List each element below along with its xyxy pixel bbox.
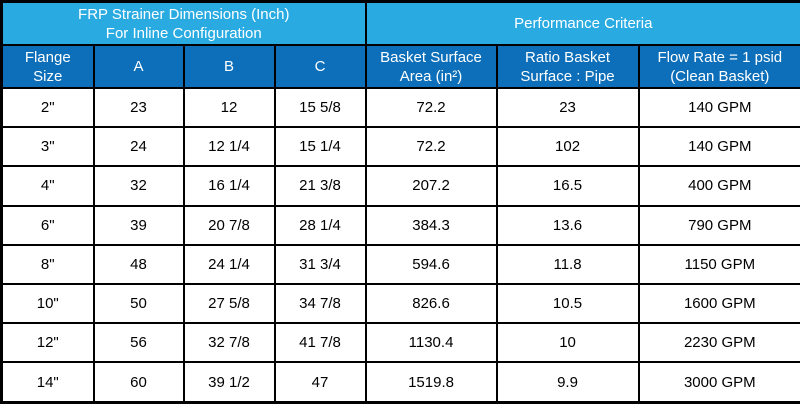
cell: 10.5 xyxy=(495,282,640,325)
cell: 32 7/8 xyxy=(182,322,276,364)
cell: 31 3/4 xyxy=(273,243,367,285)
cell: 140 GPM xyxy=(637,126,800,168)
cell: 6" xyxy=(0,204,95,246)
group-header-performance-line1: Performance Criteria xyxy=(514,15,653,32)
cell: 12 1/4 xyxy=(182,126,276,168)
cell: 48 xyxy=(92,243,185,285)
column-header-line: Area (in²) xyxy=(399,67,463,85)
column-header-flow-rate: Flow Rate = 1 psid (Clean Basket) xyxy=(637,44,800,89)
cell: 23 xyxy=(495,86,640,129)
cell: 72.2 xyxy=(364,86,498,129)
cell: 39 xyxy=(92,204,185,246)
cell: 16.5 xyxy=(495,165,640,207)
cell: 102 xyxy=(495,126,640,168)
cell: 23 xyxy=(92,86,185,129)
cell: 594.6 xyxy=(364,243,498,285)
table-row: 4" 32 16 1/4 21 3/8 207.2 16.5 400 GPM xyxy=(0,165,800,207)
cell: 34 7/8 xyxy=(273,282,367,325)
cell: 1130.4 xyxy=(364,322,498,364)
cell: 3" xyxy=(0,126,95,168)
cell: 24 1/4 xyxy=(182,243,276,285)
cell: 28 1/4 xyxy=(273,204,367,246)
cell: 8" xyxy=(0,243,95,285)
cell: 13.6 xyxy=(495,204,640,246)
table-row: 8" 48 24 1/4 31 3/4 594.6 11.8 1150 GPM xyxy=(0,243,800,285)
column-header-line: Ratio Basket xyxy=(525,48,611,66)
table-row: 12" 56 32 7/8 41 7/8 1130.4 10 2230 GPM xyxy=(0,322,800,364)
group-header-dimensions: FRP Strainer Dimensions (Inch) For Inlin… xyxy=(0,0,367,46)
column-header-line: Surface : Pipe xyxy=(520,67,615,85)
column-header-c: C xyxy=(273,44,367,89)
table-row: 14" 60 39 1/2 47 1519.8 9.9 3000 GPM xyxy=(0,361,800,404)
cell: 12 xyxy=(182,86,276,129)
column-header-line: Flow Rate = 1 psid xyxy=(657,48,783,66)
cell: 9.9 xyxy=(495,361,640,404)
column-header-line: Flange xyxy=(24,48,71,66)
column-header-line: C xyxy=(314,58,326,75)
group-header-dimensions-line2: For Inline Configuration xyxy=(105,24,262,42)
cell: 1519.8 xyxy=(364,361,498,404)
table-row: 6" 39 20 7/8 28 1/4 384.3 13.6 790 GPM xyxy=(0,204,800,246)
cell: 15 1/4 xyxy=(273,126,367,168)
column-header-line: Basket Surface xyxy=(380,48,482,66)
table-body: 2" 23 12 15 5/8 72.2 23 140 GPM 3" 24 12 1/4 15 1/… xyxy=(0,86,800,404)
column-header-a: A xyxy=(92,44,185,89)
cell: 3000 GPM xyxy=(637,361,800,404)
column-header-line: A xyxy=(133,58,144,75)
cell: 400 GPM xyxy=(637,165,800,207)
table-row: 2" 23 12 15 5/8 72.2 23 140 GPM xyxy=(0,86,800,129)
cell: 2230 GPM xyxy=(637,322,800,364)
cell: 12" xyxy=(0,322,95,364)
table-row: 3" 24 12 1/4 15 1/4 72.2 102 140 GPM xyxy=(0,126,800,168)
cell: 140 GPM xyxy=(637,86,800,129)
column-header-line: Size xyxy=(33,67,63,85)
cell: 384.3 xyxy=(364,204,498,246)
group-header-dimensions-line1: FRP Strainer Dimensions (Inch) xyxy=(78,5,290,23)
cell: 4" xyxy=(0,165,95,207)
column-header-basket-surface-area: Basket Surface Area (in²) xyxy=(364,44,498,89)
cell: 10 xyxy=(495,322,640,364)
cell: 10" xyxy=(0,282,95,325)
cell: 207.2 xyxy=(364,165,498,207)
cell: 20 7/8 xyxy=(182,204,276,246)
cell: 1600 GPM xyxy=(637,282,800,325)
cell: 56 xyxy=(92,322,185,364)
column-header-line: (Clean Basket) xyxy=(670,67,770,85)
column-header-line: B xyxy=(223,58,234,75)
column-header-b: B xyxy=(182,44,276,89)
cell: 14" xyxy=(0,361,95,404)
cell: 60 xyxy=(92,361,185,404)
cell: 32 xyxy=(92,165,185,207)
column-header-flange-size: Flange Size xyxy=(0,44,95,89)
cell: 24 xyxy=(92,126,185,168)
cell: 50 xyxy=(92,282,185,325)
cell: 27 5/8 xyxy=(182,282,276,325)
cell: 39 1/2 xyxy=(182,361,276,404)
cell: 21 3/8 xyxy=(273,165,367,207)
cell: 72.2 xyxy=(364,126,498,168)
cell: 16 1/4 xyxy=(182,165,276,207)
cell: 41 7/8 xyxy=(273,322,367,364)
cell: 15 5/8 xyxy=(273,86,367,129)
cell: 1150 GPM xyxy=(637,243,800,285)
column-header-ratio-basket-surface-pipe: Ratio Basket Surface : Pipe xyxy=(495,44,640,89)
column-header-row: Flange Size A B C Basket Surface Area (i… xyxy=(0,44,800,89)
cell: 2" xyxy=(0,86,95,129)
table-row: 10" 50 27 5/8 34 7/8 826.6 10.5 1600 GPM xyxy=(0,282,800,325)
cell: 47 xyxy=(273,361,367,404)
cell: 826.6 xyxy=(364,282,498,325)
cell: 790 GPM xyxy=(637,204,800,246)
cell: 11.8 xyxy=(495,243,640,285)
group-header-row: FRP Strainer Dimensions (Inch) For Inlin… xyxy=(0,0,800,46)
group-header-performance: Performance Criteria xyxy=(364,0,800,46)
